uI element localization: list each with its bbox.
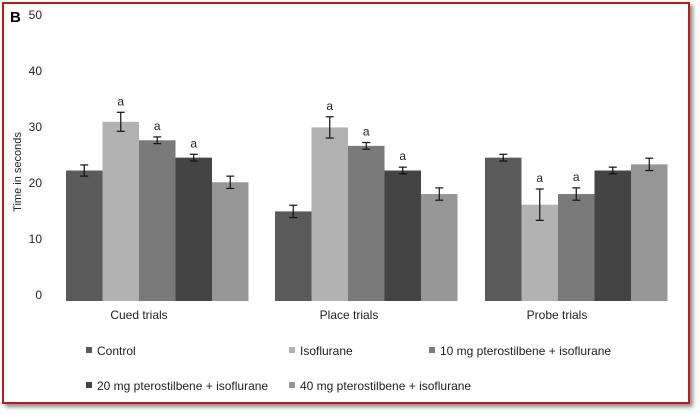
category-label: Cued trials	[110, 308, 167, 322]
significance-label: a	[536, 171, 543, 185]
bar	[212, 182, 249, 301]
bar	[594, 170, 631, 301]
legend-label: Control	[97, 344, 136, 358]
y-tick-label: 10	[29, 232, 43, 246]
bar	[485, 157, 522, 301]
significance-label: a	[326, 99, 333, 113]
significance-label: a	[190, 136, 197, 150]
bar	[631, 164, 668, 301]
legend-swatch	[86, 347, 92, 353]
bar	[558, 194, 595, 301]
bar	[66, 170, 103, 301]
legend-swatch	[289, 382, 295, 388]
bar	[102, 121, 139, 301]
bar	[348, 145, 385, 301]
y-tick-label: 50	[29, 8, 43, 22]
y-tick-label: 0	[35, 288, 42, 302]
legend-swatch	[86, 382, 92, 388]
bar	[311, 127, 348, 302]
legend-label: 40 mg pterostilbene + isoflurane	[300, 379, 471, 393]
bar	[275, 211, 312, 301]
category-label: Place trials	[320, 308, 379, 322]
significance-label: a	[399, 149, 406, 163]
bar	[384, 170, 421, 301]
legend-swatch	[429, 347, 435, 353]
bar	[139, 140, 176, 301]
bar	[175, 157, 212, 301]
significance-label: a	[154, 119, 161, 133]
legend-label: 10 mg pterostilbene + isoflurane	[440, 344, 611, 358]
y-tick-label: 20	[29, 176, 43, 190]
legend-label: 20 mg pterostilbene + isoflurane	[97, 379, 268, 393]
figure-frame: B Time in seconds 0 10 20 30 40 50 a a a a a a a a C…	[2, 2, 690, 404]
y-tick-label: 30	[29, 120, 43, 134]
significance-label: a	[363, 125, 370, 139]
legend-label: Isoflurane	[300, 344, 353, 358]
panel-label: B	[10, 9, 21, 26]
y-tick-label: 40	[29, 64, 43, 78]
significance-label: a	[573, 170, 580, 184]
significance-label: a	[117, 94, 124, 108]
y-axis-label: Time in seconds	[12, 132, 24, 212]
bar	[421, 194, 458, 301]
bar-chart: B Time in seconds 0 10 20 30 40 50 a a a a a a a a C…	[10, 8, 668, 393]
category-label: Probe trials	[527, 308, 588, 322]
legend-swatch	[289, 347, 295, 353]
